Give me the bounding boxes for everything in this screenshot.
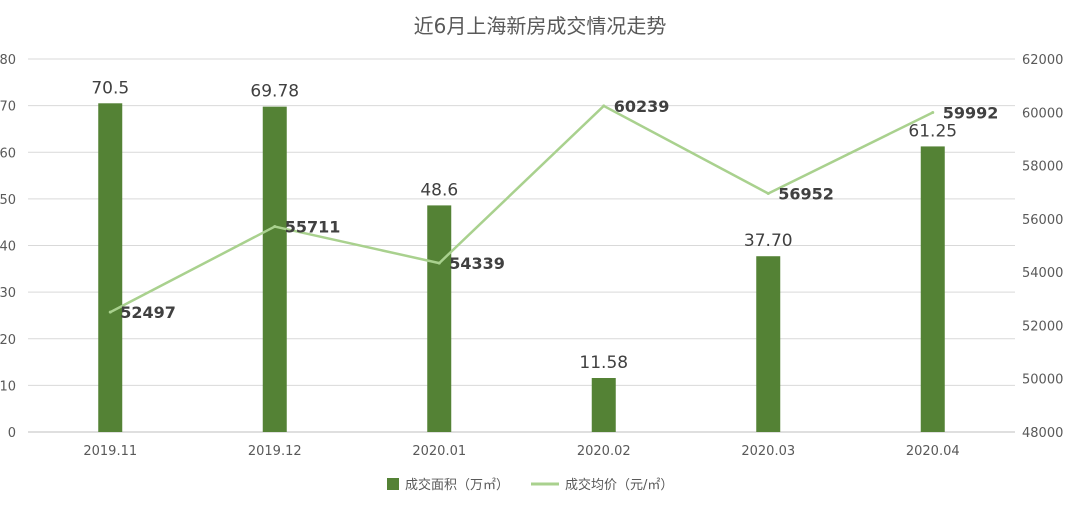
- left-tick-label: 80: [0, 53, 16, 68]
- bar-value-label: 37.70: [744, 231, 793, 251]
- line-value-label: 54339: [449, 254, 505, 273]
- bar-value-label: 69.78: [250, 82, 299, 102]
- bar: [262, 106, 287, 432]
- x-tick-label: 2020.04: [906, 444, 960, 459]
- right-tick-label: 56000: [1022, 213, 1063, 228]
- x-tick-label: 2020.01: [412, 444, 466, 459]
- x-tick-label: 2020.03: [741, 444, 795, 459]
- line-value-label: 52497: [120, 303, 176, 322]
- left-tick-label: 30: [0, 286, 16, 301]
- x-axis-categories: 2019.11 2019.12 2020.01 2020.02 2020.03 2020.…: [83, 444, 959, 459]
- left-y-axis: 0 10 20 30 40 50 60 70 80: [0, 53, 16, 441]
- x-tick-label: 2020.02: [577, 444, 631, 459]
- right-tick-label: 48000: [1022, 426, 1063, 441]
- price-line: [109, 104, 934, 314]
- left-tick-label: 10: [0, 379, 16, 394]
- right-tick-label: 52000: [1022, 319, 1063, 334]
- left-tick-label: 0: [8, 426, 16, 441]
- line-point: [273, 225, 277, 229]
- chart-title: 近6月上海新房成交情况走势: [414, 14, 667, 38]
- x-tick-label: 2019.11: [83, 444, 137, 459]
- right-tick-label: 50000: [1022, 373, 1063, 388]
- line-series: [108, 104, 935, 314]
- right-y-axis: 48000 50000 52000 54000 56000 58000 60000 62000: [1022, 53, 1063, 441]
- legend-label-bar: 成交面积（万㎡）: [405, 477, 509, 493]
- legend-swatch-bar: [387, 478, 399, 490]
- line-value-label: 56952: [778, 184, 834, 203]
- bar: [920, 146, 945, 432]
- bar: [756, 256, 781, 432]
- gridlines: [28, 58, 1015, 433]
- left-tick-label: 50: [0, 193, 16, 208]
- right-tick-label: 62000: [1022, 53, 1063, 68]
- bar-value-label: 70.5: [91, 78, 129, 98]
- line-point: [437, 261, 441, 265]
- left-tick-label: 20: [0, 333, 16, 348]
- bar: [427, 205, 452, 432]
- line-point: [602, 104, 606, 108]
- right-tick-label: 58000: [1022, 160, 1063, 175]
- right-tick-label: 54000: [1022, 266, 1063, 281]
- data-labels: 70.5 69.78 48.6 11.58 37.70 61.25 52497 55711 54…: [91, 78, 998, 373]
- x-tick-label: 2019.12: [248, 444, 302, 459]
- right-tick-label: 60000: [1022, 106, 1063, 121]
- line-point: [766, 191, 770, 195]
- left-tick-label: 60: [0, 146, 16, 161]
- bar-value-label: 11.58: [579, 353, 628, 373]
- line-point: [108, 310, 112, 314]
- left-tick-label: 70: [0, 100, 16, 115]
- line-value-label: 60239: [614, 97, 670, 116]
- legend: 成交面积（万㎡） 成交均价（元/㎡）: [387, 477, 673, 493]
- bar: [591, 378, 616, 432]
- bar-value-label: 48.6: [420, 180, 458, 200]
- bar: [98, 103, 123, 432]
- line-value-label: 55711: [285, 218, 341, 237]
- line-value-label: 59992: [943, 103, 999, 122]
- legend-label-line: 成交均价（元/㎡）: [565, 477, 673, 493]
- line-point: [931, 110, 935, 114]
- left-tick-label: 40: [0, 240, 16, 255]
- bar-value-label: 61.25: [908, 121, 957, 141]
- bar-series: [98, 103, 945, 432]
